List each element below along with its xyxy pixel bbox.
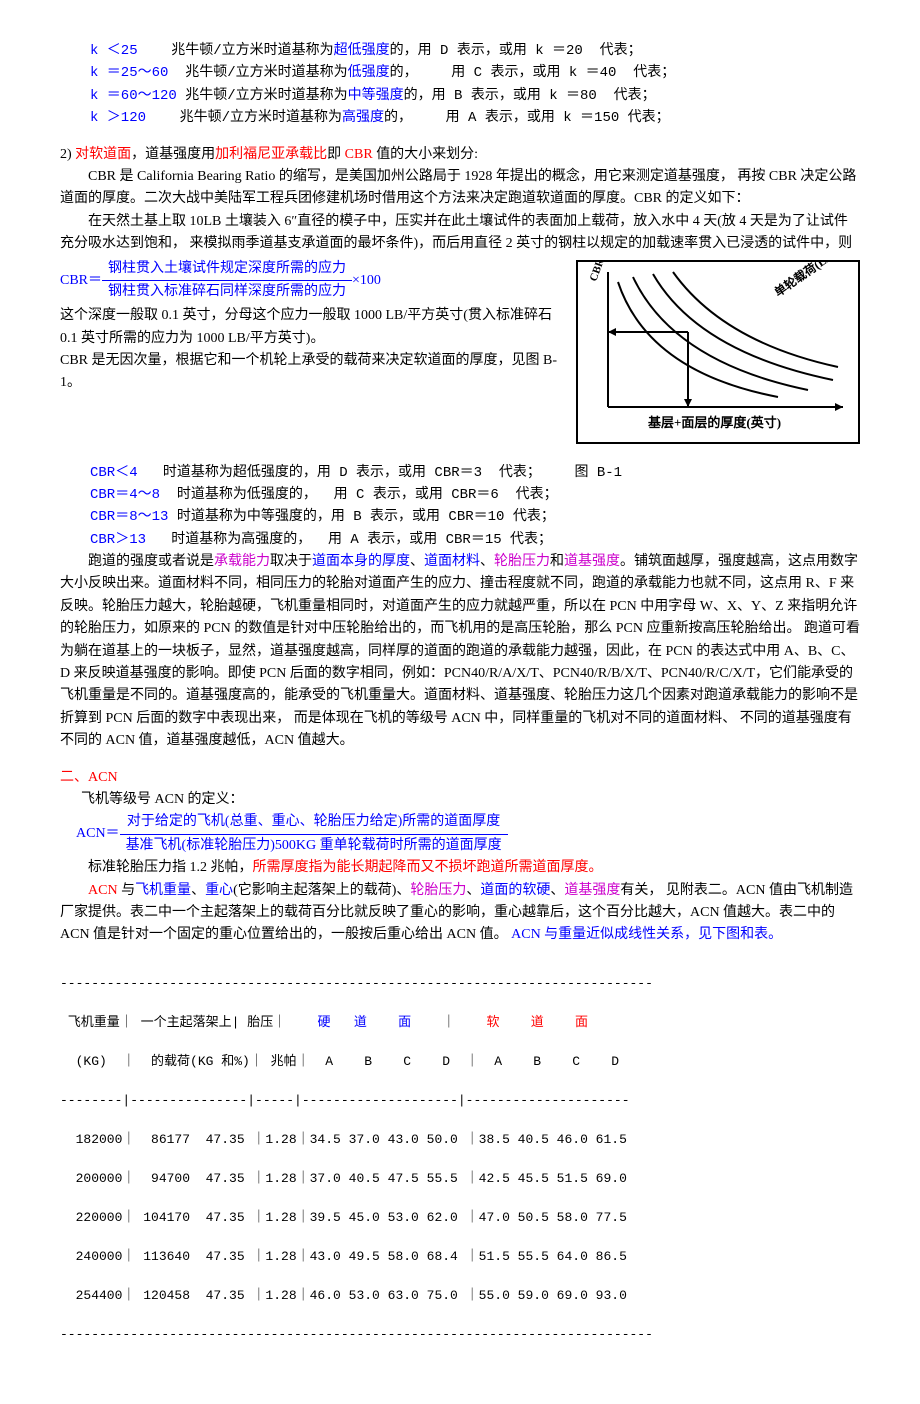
table-border-bottom: ----------------------------------------… <box>60 1325 860 1345</box>
cbr-row-d: CBR＜4 时道基称为超低强度的，用 D 表示，或用 CBR＝3 代表； 图 B… <box>90 462 860 484</box>
table-row: 200000｜ 94700 47.35 ｜1.28｜37.0 40.5 47.5… <box>60 1169 860 1189</box>
table-row: 254400｜ 120458 47.35 ｜1.28｜46.0 53.0 63.… <box>60 1286 860 1306</box>
cbr-paragraph-4: CBR 是无因次量，根据它和一个机轮上承受的载荷来决定软道面的厚度，见图 B-1… <box>60 350 560 395</box>
table-header-2: (KG) ｜ 的载荷(KG 和%)｜ 兆帕｜ A B C D ｜ A B C D <box>60 1052 860 1072</box>
k-row-c: k ＝25～60 兆牛顿/立方米时道基称为低强度的， 用 C 表示，或用 k ＝… <box>90 62 860 84</box>
table-row: 220000｜ 104170 47.35 ｜1.28｜39.5 45.0 53.… <box>60 1208 860 1228</box>
k-row-b: k ＝60～120 兆牛顿/立方米时道基称为中等强度的，用 B 表示，或用 k … <box>90 85 860 107</box>
acn-p1: 标准轮胎压力指 1.2 兆帕，所需厚度指为能长期起降而又不损坏跑道所需道面厚度。 <box>60 857 860 879</box>
acn-formula: ACN＝ 对于给定的飞机(总重、重心、轮胎压力给定)所需的道面厚度 基准飞机(标… <box>76 811 860 857</box>
cbr-paragraph-1: CBR 是 California Bearing Ratio 的缩写，是美国加州… <box>60 166 860 211</box>
k-row-d: k ＜25 兆牛顿/立方米时道基称为超低强度的，用 D 表示，或用 k ＝20 … <box>90 40 860 62</box>
acn-def-label: 飞机等级号 ACN 的定义： <box>60 789 860 811</box>
cbr-classification-block: CBR＜4 时道基称为超低强度的，用 D 表示，或用 CBR＝3 代表； 图 B… <box>90 462 860 552</box>
k-classification-block: k ＜25 兆牛顿/立方米时道基称为超低强度的，用 D 表示，或用 k ＝20 … <box>90 40 860 130</box>
section-2-heading: 2) 对软道面，道基强度用加利福尼亚承载比即 CBR 值的大小来划分: <box>60 144 860 166</box>
svg-text:单轮载荷(LB): 单轮载荷(LB) <box>771 262 839 299</box>
figure-caption: 图 B-1 <box>574 465 622 481</box>
cbr-paragraph-3: 这个深度一般取 0.1 英寸，分母这个应力一般取 1000 LB/平方英寸(贯入… <box>60 305 560 350</box>
acn-table: ----------------------------------------… <box>60 955 860 1365</box>
svg-text:基层+面层的厚度(英寸): 基层+面层的厚度(英寸) <box>647 415 781 430</box>
figure-b1: CBR 单轮载荷(LB) 基层+面层的厚度(英寸) <box>576 260 860 444</box>
acn-section: 二、ACN 飞机等级号 ACN 的定义： ACN＝ 对于给定的飞机(总重、重心、… <box>60 767 860 947</box>
acn-p2: ACN 与飞机重量、重心(它影响主起落架上的载荷)、轮胎压力、道面的软硬、道基强… <box>60 880 860 947</box>
svg-text:CBR: CBR <box>588 262 608 283</box>
cbr-paragraph-2: 在天然土基上取 10LB 土壤装入 6″直径的模子中，压实并在此土壤试件的表面加… <box>60 211 860 256</box>
cbr-row-b: CBR＝8～13 时道基称为中等强度的，用 B 表示，或用 CBR＝10 代表； <box>90 506 860 528</box>
cbr-row-c: CBR＝4～8 时道基称为低强度的， 用 C 表示，或用 CBR＝6 代表； <box>90 484 860 506</box>
k-row-a: k ＞120 兆牛顿/立方米时道基称为高强度的， 用 A 表示，或用 k ＝15… <box>90 107 860 129</box>
table-border-top: ----------------------------------------… <box>60 974 860 994</box>
cbr-row-a: CBR＞13 时道基称为高强度的， 用 A 表示，或用 CBR＝15 代表； <box>90 529 860 551</box>
table-sep: --------|---------------|-----|---------… <box>60 1091 860 1111</box>
table-row: 182000｜ 86177 47.35 ｜1.28｜34.5 37.0 43.0… <box>60 1130 860 1150</box>
k-range: k ＜25 <box>90 43 138 59</box>
table-header-1: 飞机重量｜ 一个主起落架上| 胎压｜ 硬 道 面 ｜ 软 道 面 <box>60 1013 860 1033</box>
acn-title: 二、ACN <box>60 767 860 789</box>
runway-paragraph: 跑道的强度或者说是承载能力取决于道面本身的厚度、道面材料、轮胎压力和道基强度。铺… <box>60 551 860 753</box>
table-row: 240000｜ 113640 47.35 ｜1.28｜43.0 49.5 58.… <box>60 1247 860 1267</box>
